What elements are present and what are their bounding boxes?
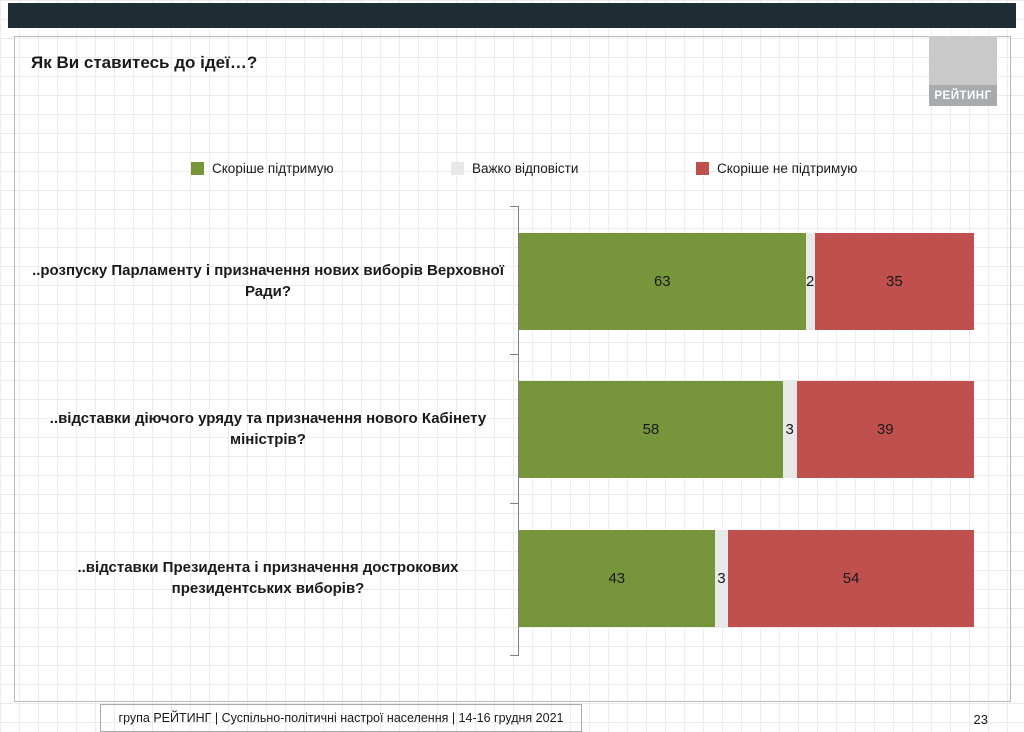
stacked-bar: 63 2 35 [519,233,974,330]
legend-swatch-green [191,162,204,175]
page-number: 23 [973,712,988,727]
chart-row-government: ..відставки діючого уряду та призначення… [15,381,974,478]
category-label: ..розпуску Парламенту і призначення нови… [32,262,504,300]
bar-segment-hard-to-answer: 3 [782,381,797,478]
legend-label: Важко відповісти [472,161,579,176]
chart-row-president: ..відставки Президента і призначення дос… [15,530,974,627]
axis-tick [510,655,519,656]
chart-row-parliament: ..розпуску Парламенту і призначення нови… [15,233,974,330]
axis-tick [510,503,519,504]
legend-swatch-red [696,162,709,175]
bar-segment-not-support: 54 [728,530,974,627]
footer-text: група РЕЙТИНГ | Суспільно-політичні наст… [118,711,564,725]
rating-group-logo: РЕЙТИНГ [929,36,997,106]
value-label: 58 [642,421,660,438]
stacked-bar: 58 3 39 [519,381,974,478]
legend-swatch-gray [451,162,464,175]
legend-item-hard-to-answer: Важко відповісти [451,161,578,176]
legend-item-not-support: Скоріше не підтримую [696,161,857,176]
value-label: 54 [842,570,860,587]
category-label: ..відставки діючого уряду та призначення… [49,410,487,448]
bar-segment-not-support: 39 [796,381,974,478]
legend-label: Скоріше підтримую [212,161,334,176]
bar-segment-not-support: 35 [814,233,974,330]
bar-segment-hard-to-answer: 2 [805,233,815,330]
legend-label: Скоріше не підтримую [717,161,858,176]
value-label: 35 [886,273,903,290]
value-label: 39 [876,421,894,438]
bar-segment-support: 43 [519,530,715,627]
page-title: Як Ви ставитесь до ідеї…? [31,53,258,72]
value-label: 2 [806,273,815,290]
rating-logo-text: РЕЙТИНГ [929,85,997,106]
bar-segment-hard-to-answer: 3 [714,530,729,627]
legend-item-support: Скоріше підтримую [191,161,334,176]
value-label: 3 [717,570,726,587]
bar-segment-support: 58 [519,381,783,478]
value-label: 63 [653,273,671,290]
value-label: 43 [608,570,626,587]
stacked-bar: 43 3 54 [519,530,974,627]
top-accent-bar [8,3,1016,28]
value-label: 3 [785,421,794,438]
slide-frame: Як Ви ставитесь до ідеї…? РЕЙТИНГ Скоріш… [14,36,1011,702]
footer-source: група РЕЙТИНГ | Суспільно-політичні наст… [100,704,582,732]
axis-tick [510,354,519,355]
category-label: ..відставки Президента і призначення дос… [77,559,459,597]
category-axis-line [518,206,519,656]
bar-segment-support: 63 [519,233,806,330]
axis-tick [510,206,519,207]
